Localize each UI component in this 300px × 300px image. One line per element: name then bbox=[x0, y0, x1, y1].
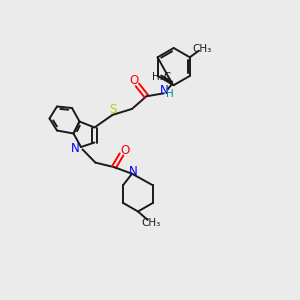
Text: H₃C: H₃C bbox=[152, 72, 171, 82]
Text: N: N bbox=[129, 165, 138, 178]
Text: CH₃: CH₃ bbox=[192, 44, 212, 54]
Text: N: N bbox=[160, 84, 169, 98]
Text: H: H bbox=[166, 89, 174, 99]
Text: N: N bbox=[71, 142, 80, 155]
Text: S: S bbox=[109, 103, 116, 116]
Text: O: O bbox=[130, 74, 139, 87]
Text: CH₃: CH₃ bbox=[142, 218, 161, 228]
Text: O: O bbox=[120, 144, 129, 157]
